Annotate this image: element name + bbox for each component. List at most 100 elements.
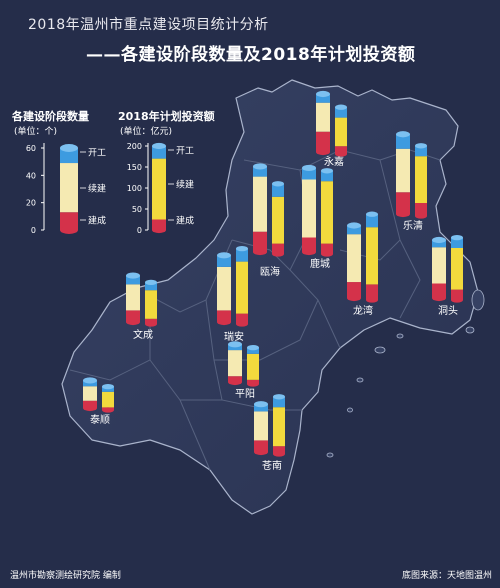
district-investment-bar-continue xyxy=(273,407,285,447)
district-count-bar-cap xyxy=(217,252,231,259)
district-count-bar-build xyxy=(126,310,140,322)
district-investment-bar xyxy=(102,383,114,413)
district-investment-bar-build xyxy=(236,313,248,324)
district-count-bar-cap xyxy=(254,401,268,408)
district-investment-bar-continue xyxy=(415,156,427,203)
district-count-bar-base xyxy=(396,210,410,218)
district-count-bar-base xyxy=(347,294,361,302)
district-count-bar-start xyxy=(126,275,140,285)
district-count-bar-continue xyxy=(302,179,316,238)
legend-count-bar-build xyxy=(60,212,78,230)
legend-count-tick: 0 xyxy=(31,226,36,235)
legend-count-bar-base xyxy=(60,226,78,234)
district-investment-bar xyxy=(415,143,427,219)
legend-count-tick: 20 xyxy=(26,199,36,208)
district-count-bar xyxy=(217,252,231,326)
map-outline xyxy=(61,79,479,515)
district-investment-bar-cap xyxy=(145,279,157,286)
district-count-bar-base xyxy=(83,404,97,412)
district-count-bar-build xyxy=(217,310,231,322)
district-count-bar-continue xyxy=(254,411,268,441)
district-investment-bar-start xyxy=(335,107,347,118)
district-count-bar xyxy=(302,164,316,256)
district-count-bar-continue xyxy=(316,102,330,132)
district-investment-bar xyxy=(273,394,285,457)
district-count-bar-base xyxy=(254,448,268,456)
district-investment-bar-base xyxy=(366,297,378,303)
district-count-bar-cap xyxy=(126,272,140,279)
district-count-bar-base xyxy=(316,148,330,156)
district-investment-bar-cap xyxy=(247,344,259,351)
district-count-bar-start xyxy=(254,404,268,412)
district-count-bar-base xyxy=(432,294,446,302)
district-count-bar-continue xyxy=(347,234,361,283)
legend-count-stage-label: 建成 xyxy=(88,215,106,227)
legend-investment-bar-base xyxy=(152,226,166,234)
district-count-bar-base xyxy=(217,318,231,326)
district-count-bar-continue xyxy=(126,284,140,311)
legend-count-bar-cap xyxy=(60,144,78,152)
district-count-bar-base xyxy=(126,318,140,326)
district-count-bar-cap xyxy=(432,236,446,244)
district-bars xyxy=(83,90,463,457)
district-investment-bar-base xyxy=(273,451,285,457)
district-count-bar-cap xyxy=(396,131,410,138)
district-count-bar-start xyxy=(347,225,361,235)
district-investment-bar-start xyxy=(272,183,284,197)
district-count-bar-continue xyxy=(396,148,410,193)
district-investment-bar-cap xyxy=(415,143,427,149)
district-investment-bar-base xyxy=(247,381,259,387)
district-investment-bar-continue xyxy=(247,353,259,380)
district-investment-bar-start xyxy=(273,396,285,408)
district-label: 鹿城 xyxy=(310,257,330,270)
district-label: 泰顺 xyxy=(90,413,110,426)
district-count-bar-cap xyxy=(228,341,242,348)
legend-count-stage-label: 开工 xyxy=(88,148,106,159)
footer-source-left: 温州市勘察测绘研究院 编制 xyxy=(10,571,121,581)
footer-source-right: 底图来源：天地图温州 xyxy=(401,571,492,581)
district-investment-bar-continue xyxy=(335,117,347,147)
district-investment-bar-base xyxy=(102,407,114,413)
district-investment-bar-build xyxy=(272,243,284,254)
title-line-1: 2018年温州市重点建设项目统计分析 xyxy=(28,17,269,33)
district-investment-bar-start xyxy=(145,282,157,291)
district-investment-bar-build xyxy=(273,446,285,454)
district-count-bar-continue xyxy=(217,266,231,311)
district-count-bar-continue xyxy=(83,386,97,401)
district-investment-bar-build xyxy=(335,146,347,154)
legend-count-stage-label: 续建 xyxy=(88,183,106,195)
district-count-bar xyxy=(253,163,267,256)
district-investment-bar-start xyxy=(415,145,427,157)
district-count-bar-build xyxy=(316,131,330,152)
district-investment-bar-continue xyxy=(272,196,284,244)
district-count-bar-cap xyxy=(253,163,267,170)
district-investment-bar-continue xyxy=(236,261,248,314)
district-investment-bar-start xyxy=(366,214,378,228)
district-count-bar-cap xyxy=(316,90,330,98)
district-investment-bar-base xyxy=(145,321,157,327)
legend-investment-tick: 100 xyxy=(127,184,142,193)
district-count-bar-build xyxy=(396,192,410,214)
district-count-bar-cap xyxy=(302,164,316,171)
district-investment-bar xyxy=(145,279,157,327)
legend-count-tick: 40 xyxy=(26,171,36,180)
district-count-bar xyxy=(228,341,242,386)
district-count-bar-build xyxy=(302,237,316,252)
district-count-bar xyxy=(83,377,97,412)
district-investment-bar-build xyxy=(415,203,427,216)
district-investment-bar-cap xyxy=(236,245,248,252)
district-investment-bar xyxy=(236,245,248,327)
district-investment-bar-cap xyxy=(102,383,114,390)
district-investment-bar-continue xyxy=(451,248,463,290)
legend-count-tick: 60 xyxy=(26,144,36,153)
legend-investment-bar-start xyxy=(152,146,166,159)
district-investment-bar-continue xyxy=(145,290,157,319)
district-investment-bar-base xyxy=(272,251,284,257)
district-investment-bar-start xyxy=(321,170,333,182)
district-investment-bar-cap xyxy=(366,211,378,217)
district-investment-bar xyxy=(247,344,259,387)
legend-investment-tick: 0 xyxy=(137,226,142,235)
district-investment-bar-build xyxy=(451,289,463,300)
district-investment-bar-cap xyxy=(272,181,284,187)
district-investment-bar-continue xyxy=(102,391,114,408)
